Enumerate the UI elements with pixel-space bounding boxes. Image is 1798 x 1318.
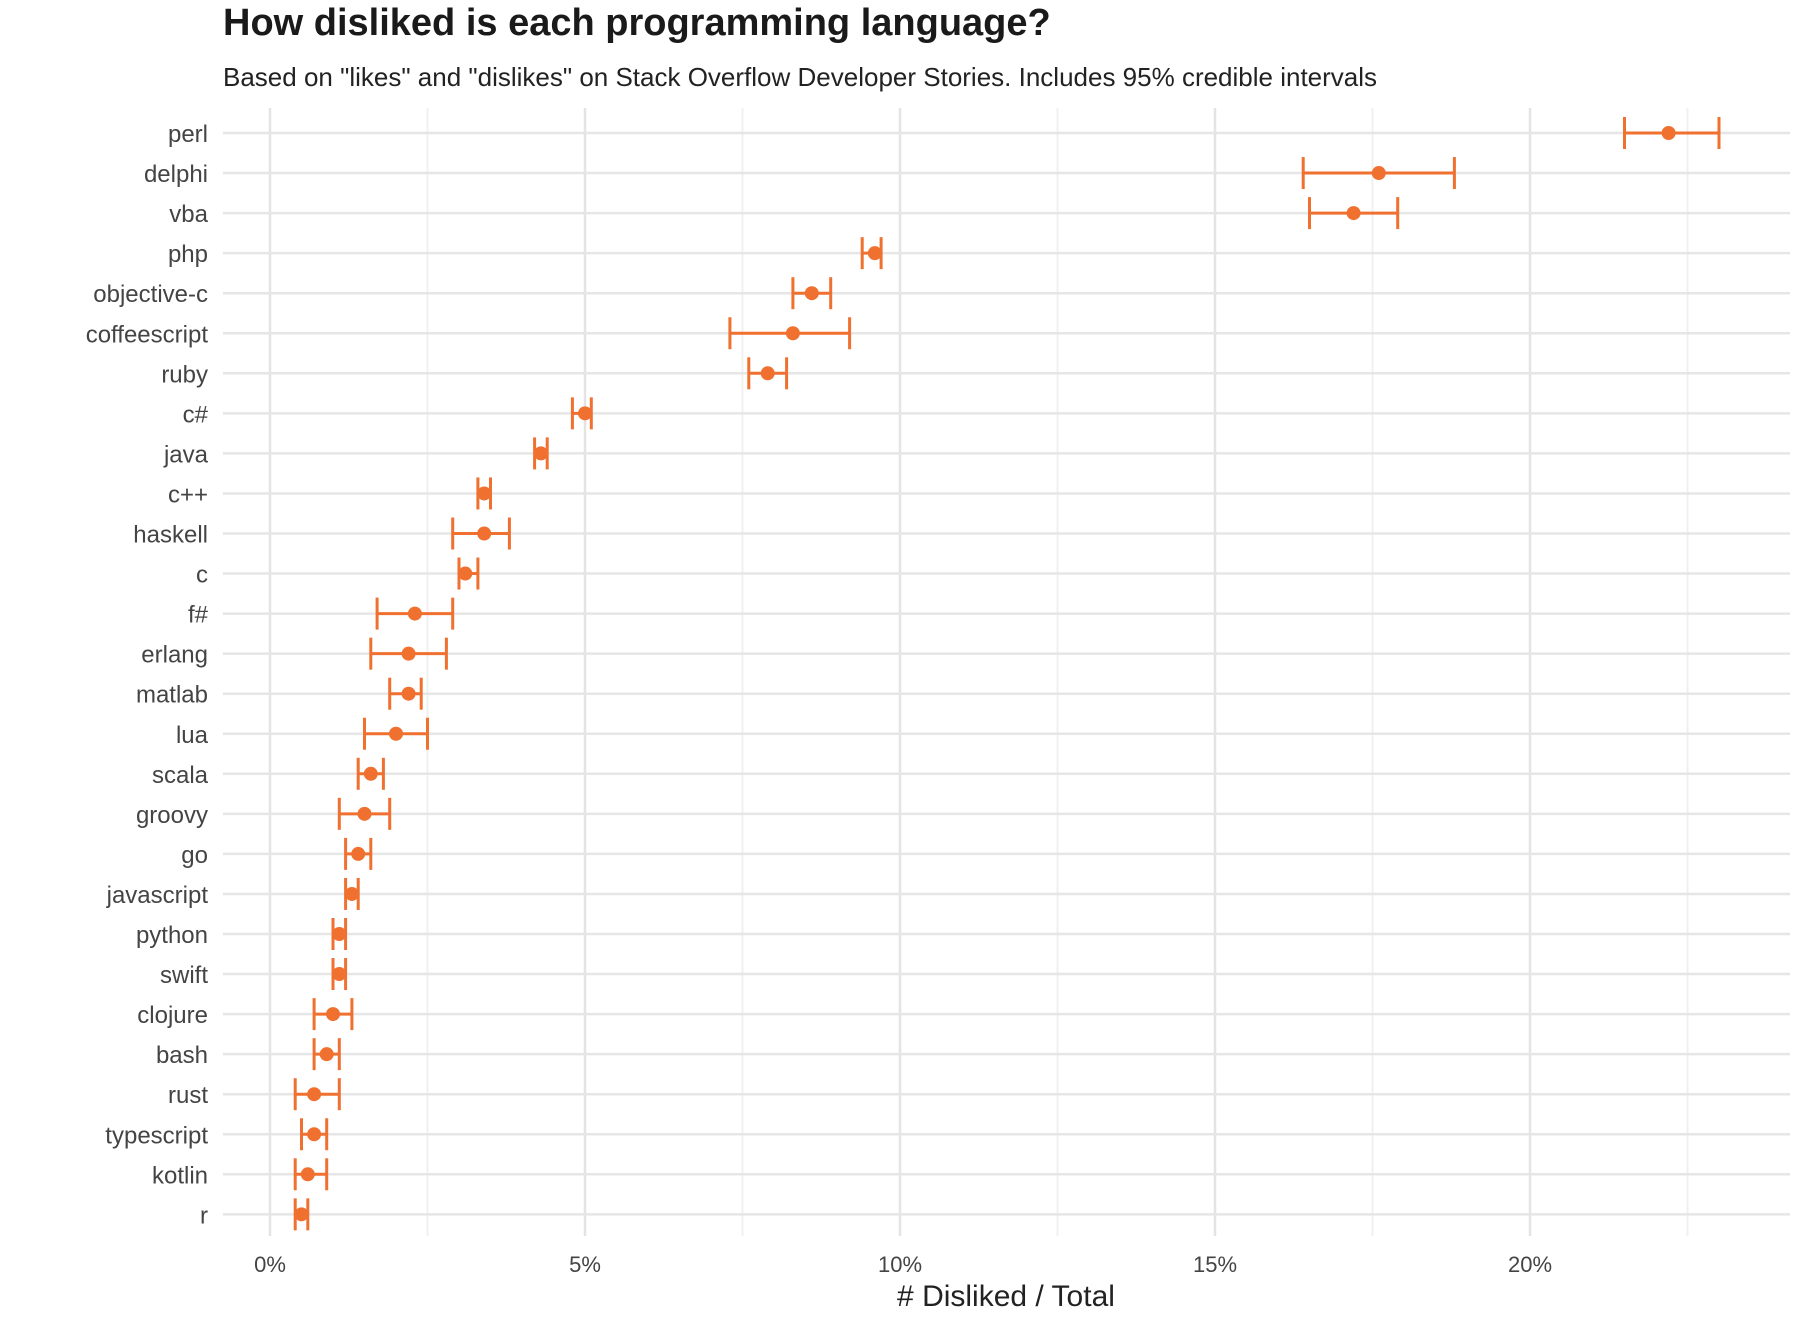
y-tick-label: coffeescript — [86, 321, 209, 348]
data-point — [307, 1087, 322, 1102]
data-point — [363, 766, 378, 781]
y-tick-label: r — [200, 1202, 208, 1229]
data-point — [351, 846, 366, 861]
x-tick-label: 20% — [1508, 1252, 1552, 1277]
data-point — [319, 1047, 334, 1062]
data-point — [332, 967, 347, 982]
y-tick-label: bash — [156, 1042, 208, 1069]
data-marks — [293, 117, 1721, 1231]
y-tick-label: kotlin — [152, 1162, 208, 1189]
data-point — [1661, 126, 1676, 140]
data-point — [760, 366, 775, 381]
chart-title: How disliked is each programming languag… — [223, 2, 1051, 44]
x-axis-tick-labels: 0% 5% 10% 15% 20% — [254, 1252, 1552, 1277]
y-tick-label: rust — [168, 1082, 208, 1109]
y-tick-label: scala — [152, 762, 209, 789]
y-tick-label: lua — [176, 722, 209, 749]
y-tick-label: groovy — [136, 802, 208, 829]
y-tick-label: c — [196, 562, 208, 589]
data-point — [294, 1207, 309, 1222]
data-point — [401, 646, 416, 661]
y-tick-label: swift — [160, 962, 208, 989]
x-tick-label: 10% — [878, 1252, 922, 1277]
data-point — [307, 1127, 322, 1142]
data-point — [578, 406, 592, 421]
y-tick-label: python — [136, 922, 208, 949]
x-axis-title: # Disliked / Total — [897, 1280, 1115, 1313]
y-tick-label: f# — [188, 602, 209, 629]
major-gridlines — [268, 108, 1532, 1236]
chart-subtitle: Based on "likes" and "dislikes" on Stack… — [223, 62, 1378, 92]
data-point — [300, 1167, 315, 1182]
y-tick-label: go — [181, 842, 208, 869]
data-point — [1346, 206, 1361, 221]
y-tick-label: javascript — [106, 882, 209, 909]
data-point — [477, 486, 492, 501]
y-tick-label: c++ — [168, 481, 208, 508]
row-gridlines — [223, 131, 1790, 1216]
y-tick-label: vba — [169, 201, 208, 228]
x-tick-label: 15% — [1193, 1252, 1237, 1277]
y-tick-label: perl — [168, 121, 208, 148]
y-tick-label: php — [168, 241, 208, 268]
data-point — [867, 246, 882, 261]
data-point — [785, 326, 800, 341]
y-tick-label: matlab — [136, 682, 208, 709]
data-point — [477, 526, 492, 541]
y-tick-label: erlang — [141, 642, 208, 669]
data-point — [804, 286, 819, 301]
x-tick-label: 0% — [254, 1252, 286, 1277]
minor-gridlines — [426, 108, 1689, 1236]
data-point — [389, 726, 403, 741]
data-point — [1371, 166, 1386, 181]
data-point — [332, 927, 347, 941]
data-point — [357, 806, 372, 821]
y-axis-tick-labels: perl delphi vba php objective-c coffeescript r… — [86, 121, 209, 1229]
x-tick-label: 5% — [569, 1252, 601, 1277]
y-tick-label: ruby — [161, 361, 208, 388]
y-tick-label: haskell — [133, 522, 208, 549]
y-tick-label: typescript — [105, 1122, 208, 1149]
data-point — [344, 886, 359, 901]
y-tick-label: c# — [183, 401, 209, 428]
data-point — [407, 606, 422, 621]
data-point — [533, 446, 548, 461]
y-tick-label: objective-c — [93, 281, 208, 308]
data-point — [458, 566, 473, 581]
y-tick-label: java — [163, 441, 209, 468]
y-tick-label: clojure — [137, 1002, 208, 1029]
y-tick-label: delphi — [144, 161, 208, 188]
data-point — [401, 686, 416, 701]
data-point — [326, 1007, 340, 1022]
